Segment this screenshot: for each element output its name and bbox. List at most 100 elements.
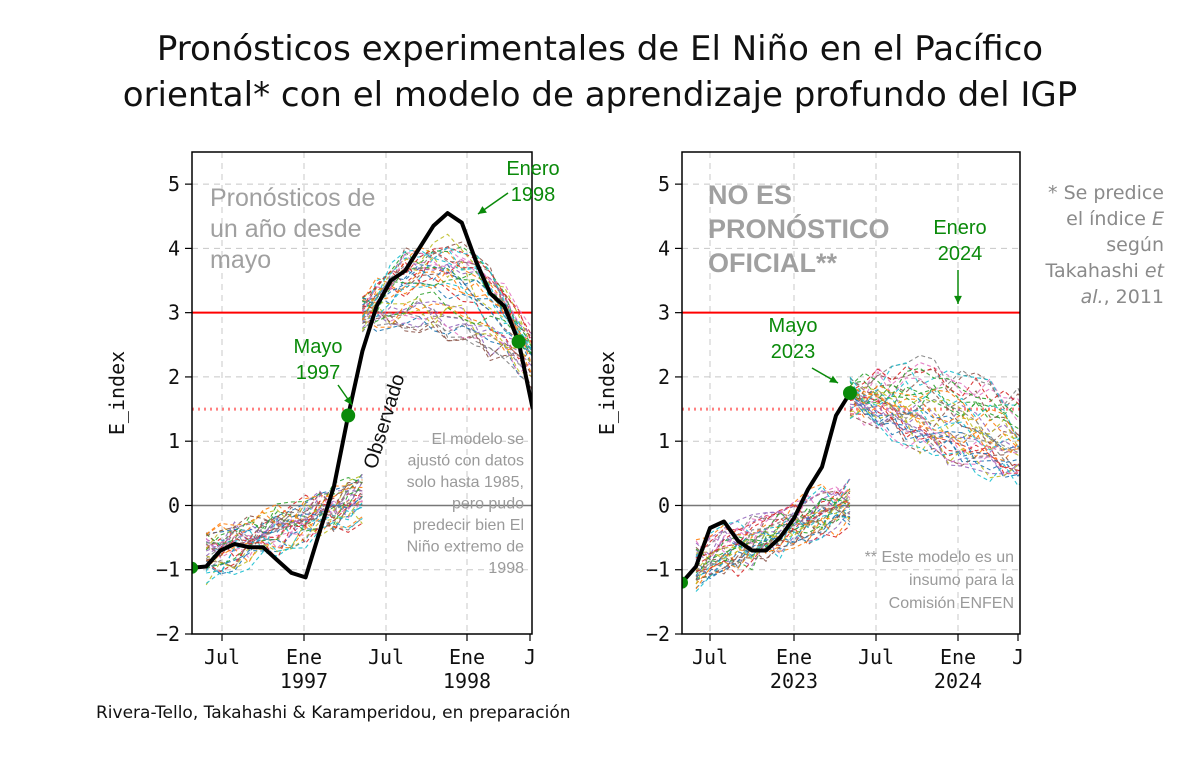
ytick-label: 4 — [658, 236, 670, 260]
ensemble-line — [695, 505, 851, 572]
title-line-2: oriental* con el modelo de aprendizaje p… — [122, 75, 1078, 115]
ensemble-line — [695, 505, 851, 567]
note-line: solo hasta 1985, — [407, 474, 524, 491]
forecast-line — [361, 257, 532, 339]
overlay-text-line: Pronósticos de — [210, 184, 375, 212]
ensemble-line — [205, 481, 363, 552]
overlay-text-line: OFICIAL** — [708, 248, 837, 278]
forecast-line — [362, 233, 532, 349]
y-axis-label: E_index — [105, 351, 129, 435]
annotation-text: Enero — [506, 158, 559, 180]
forecast-line — [362, 253, 532, 335]
start-point — [192, 561, 198, 574]
may-point — [843, 386, 857, 400]
ensemble-line — [205, 505, 363, 586]
forecast-line — [361, 250, 532, 353]
forecast-line — [362, 290, 532, 355]
forecast-line — [361, 268, 532, 367]
forecast-line — [849, 381, 1020, 419]
ytick-label: 1 — [658, 429, 670, 453]
note-line: insumo para la — [909, 572, 1014, 589]
footnote-line-4: Takahashi et — [964, 258, 1164, 284]
footnote-line-1: * Se predice — [1048, 182, 1164, 204]
forecast-line — [849, 367, 1020, 416]
annotation-arrowhead — [829, 375, 838, 383]
forecast-line — [362, 309, 532, 392]
annotation-arrowhead — [478, 206, 487, 214]
forecast-line — [849, 408, 1020, 479]
note-line: ajustó con datos — [407, 453, 524, 470]
ensemble-line — [205, 490, 363, 552]
annotation-arrowhead — [954, 295, 962, 304]
xtick-year-label: 2023 — [770, 669, 818, 693]
forecast-line — [849, 402, 1020, 456]
ensemble-line — [695, 502, 851, 580]
forecast-line — [849, 388, 1020, 454]
forecast-line — [849, 380, 1020, 441]
ensemble-line — [695, 487, 851, 556]
xtick-label: J — [1012, 645, 1024, 669]
credit-line: Rivera-Tello, Takahashi & Karamperidou, … — [96, 703, 571, 723]
xtick-label: Jul — [204, 645, 240, 669]
ensemble-line — [695, 502, 851, 585]
annotation-text: 2024 — [938, 243, 983, 265]
forecast-line — [849, 414, 1020, 476]
forecast-line — [361, 273, 532, 351]
ytick-label: 3 — [168, 301, 180, 325]
forecast-line — [362, 315, 532, 376]
xtick-year-label: 1997 — [280, 669, 328, 693]
end-point — [511, 334, 526, 349]
ensemble-line — [695, 500, 851, 585]
overlay-text-line: PRONÓSTICO — [708, 213, 890, 244]
ytick-label: 4 — [168, 236, 180, 260]
ensemble-line — [695, 495, 851, 578]
footnote-text: Takahashi — [1045, 260, 1145, 282]
forecast-line — [849, 394, 1020, 472]
ensemble-line — [695, 508, 851, 580]
observed-label: Observado — [360, 371, 410, 471]
ytick-label: 2 — [658, 365, 670, 389]
forecast-line — [849, 405, 1020, 476]
footnote-italic: E — [1151, 208, 1164, 230]
ytick-label: −2 — [646, 622, 670, 646]
forecast-line — [849, 370, 1020, 405]
ensemble-line — [205, 491, 363, 552]
forecast-line — [362, 303, 532, 376]
observed-line — [682, 391, 852, 584]
ensemble-line — [695, 488, 851, 565]
forecast-line — [849, 392, 1020, 451]
note-line: ** Este modelo es un — [865, 549, 1014, 566]
xtick-label: Jul — [858, 645, 894, 669]
ensemble-line — [205, 496, 363, 575]
forecast-line — [849, 390, 1020, 445]
forecast-line — [362, 315, 532, 384]
xtick-year-label: 2024 — [934, 669, 982, 693]
y-axis-label: E_index — [595, 351, 619, 435]
ensemble-line — [695, 501, 851, 590]
annotation-text: 1997 — [296, 362, 341, 384]
forecast-line — [361, 246, 532, 352]
ytick-label: −1 — [156, 558, 180, 582]
ensemble-line — [205, 487, 363, 556]
overlay-text-line: mayo — [210, 246, 271, 274]
footnote-italic: al. — [1080, 286, 1104, 308]
plot-frame — [191, 151, 533, 635]
footnote: * Se predice el índice E según Takahashi… — [964, 180, 1164, 310]
xtick-label: Ene — [286, 645, 322, 669]
ensemble-line — [205, 486, 363, 535]
forecast-line — [849, 403, 1020, 453]
ensemble-line — [205, 522, 363, 573]
forecast-line — [361, 297, 532, 366]
note-line: 1998 — [488, 560, 524, 577]
forecast-line — [362, 298, 532, 378]
xtick-year-label: 1998 — [443, 669, 491, 693]
forecast-line — [849, 383, 1020, 431]
ensemble-line — [695, 478, 851, 557]
forecast-line — [849, 389, 1020, 449]
forecast-line — [362, 246, 532, 348]
xtick-label: Ene — [940, 645, 976, 669]
ensemble-line — [205, 491, 363, 557]
xtick-label: J — [524, 645, 536, 669]
